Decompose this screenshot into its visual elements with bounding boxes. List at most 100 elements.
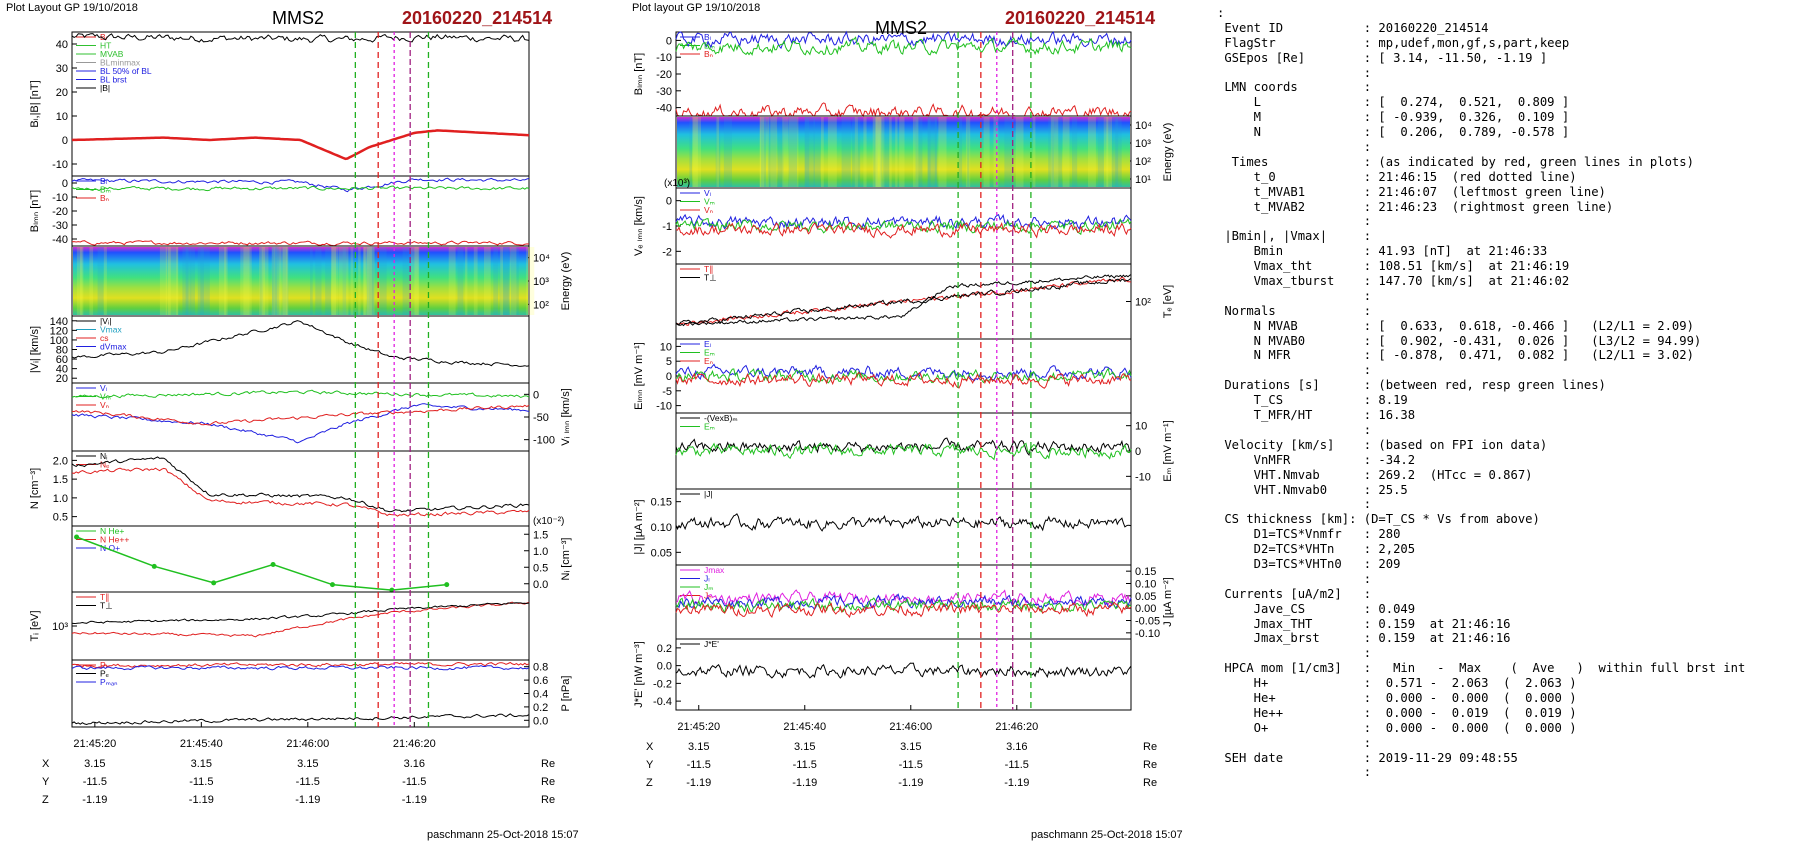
legend-entry: Bₘ bbox=[100, 185, 112, 195]
ephem-value: -1.19 bbox=[82, 794, 107, 806]
series-line bbox=[76, 536, 447, 591]
heatmap-streak bbox=[89, 247, 94, 315]
y-tick-label: 1.0 bbox=[533, 546, 548, 558]
info-line: t_0 : 21:46:15 (red dotted line) bbox=[1217, 169, 1577, 184]
heatmap-streak bbox=[503, 247, 510, 315]
series-line bbox=[71, 665, 530, 671]
heatmap-streak bbox=[282, 247, 289, 315]
info-line: t_MVAB2 : 21:46:23 (rightmost green line… bbox=[1217, 199, 1614, 214]
y-tick-label: 0.0 bbox=[533, 579, 548, 591]
heatmap-streak bbox=[271, 247, 275, 315]
legend-entry: Vmax bbox=[100, 325, 122, 335]
info-line: : bbox=[1217, 65, 1372, 80]
legend-entry: N O+ bbox=[100, 543, 120, 553]
heatmap-streak bbox=[493, 247, 499, 315]
y-tick-label: 0.6 bbox=[533, 675, 548, 687]
info-line: Jmax_brst : 0.159 at 21:46:16 bbox=[1217, 631, 1511, 646]
info-line: : bbox=[1217, 363, 1372, 378]
legend-entry: T∥ bbox=[100, 592, 109, 602]
x-tick-label: 21:45:20 bbox=[73, 738, 116, 750]
info-line: D1=TCS*Vnmfr : 280 bbox=[1217, 527, 1401, 542]
panel-frame bbox=[71, 525, 530, 593]
heatmap-streak bbox=[509, 247, 517, 315]
ephem-value: 3.15 bbox=[84, 758, 105, 770]
heatmap-streak bbox=[103, 247, 107, 315]
y-tick-label: -10 bbox=[52, 192, 68, 204]
legend-entry: dVmax bbox=[100, 342, 127, 352]
series-line bbox=[71, 403, 530, 444]
mid-footer: paschmann 25-Oct-2018 15:07 bbox=[1031, 829, 1183, 841]
y-tick-label: 0 bbox=[62, 178, 68, 190]
y-tick-label: -50 bbox=[533, 412, 549, 424]
ephem-value: -1.19 bbox=[189, 794, 214, 806]
y-tick-label: -20 bbox=[52, 206, 68, 218]
y-axis-label: Bₗ,|B| [nT] bbox=[29, 80, 41, 127]
y-tick-label: 0 bbox=[62, 135, 68, 147]
left-plot-header: Plot Layout GP 19/10/2018 bbox=[6, 2, 138, 14]
mid-plot-header: Plot layout GP 19/10/2018 bbox=[632, 2, 761, 14]
info-line: T_CS : 8.19 bbox=[1217, 393, 1408, 408]
x-tick-label: 21:45:40 bbox=[180, 738, 223, 750]
legend-entry: Pₑ bbox=[100, 669, 109, 679]
heatmap-streak bbox=[197, 247, 204, 315]
heatmap-streak bbox=[325, 247, 331, 315]
info-line: N MVAB : [ 0.633, 0.618, -0.466 ] (L2/L1… bbox=[1217, 318, 1694, 333]
info-line: Jmax_THT : 0.159 at 21:46:16 bbox=[1217, 616, 1511, 631]
y-tick-label: 120 bbox=[50, 325, 68, 337]
heatmap-streak bbox=[310, 247, 313, 315]
series-point bbox=[270, 562, 276, 567]
y-tick-label: 0.2 bbox=[533, 702, 548, 714]
heatmap-streak bbox=[80, 247, 83, 315]
heatmap-streak bbox=[218, 247, 228, 315]
left-panel-7: 10³ Tᵢ [eV] T∥T⊥ bbox=[29, 591, 530, 661]
y-tick-label: 0.5 bbox=[53, 512, 68, 524]
series-line bbox=[71, 456, 530, 513]
info-line: |Bmin|, |Vmax| : bbox=[1217, 229, 1372, 244]
heatmap-streak bbox=[190, 247, 195, 315]
heatmap-streak bbox=[315, 247, 322, 315]
info-line: VHT.Nmvab0 : 25.5 bbox=[1217, 482, 1408, 497]
heatmap-streak bbox=[271, 247, 280, 315]
series-point bbox=[444, 582, 450, 588]
y-tick-label: 1.5 bbox=[533, 529, 548, 541]
ephem-value: -11.5 bbox=[402, 776, 426, 788]
heatmap-streak bbox=[259, 247, 264, 315]
info-line: : bbox=[1217, 735, 1372, 750]
heatmap-streak bbox=[410, 247, 420, 315]
y-tick-label: 20 bbox=[56, 87, 68, 99]
heatmap-streak bbox=[484, 247, 491, 315]
y-tick-label: -100 bbox=[533, 435, 555, 447]
panel-frame bbox=[71, 591, 530, 661]
heatmap-streak bbox=[499, 247, 509, 315]
x-tick-label: 21:46:20 bbox=[393, 738, 436, 750]
info-line: He+ : 0.000 - 0.000 ( 0.000 ) bbox=[1217, 690, 1577, 705]
y-tick-label: 30 bbox=[56, 63, 68, 75]
ephem-unit: Re bbox=[541, 794, 555, 806]
panel-frame bbox=[71, 315, 530, 384]
y-tick-label: -10 bbox=[52, 159, 68, 171]
y-tick-label: 10³ bbox=[533, 276, 549, 288]
legend-entry: Vₙ bbox=[100, 400, 110, 410]
series-line bbox=[71, 177, 530, 193]
info-line: O+ : 0.000 - 0.000 ( 0.000 ) bbox=[1217, 720, 1577, 735]
heatmap-streak bbox=[338, 247, 349, 315]
y-axis-label: Vᵢ ₗₘₙ [km/s] bbox=[560, 388, 572, 446]
heatmap-streak bbox=[272, 247, 278, 315]
y-tick-label: 20 bbox=[56, 373, 68, 385]
legend-entry: MVAB bbox=[100, 49, 124, 59]
info-line: : bbox=[1217, 497, 1372, 512]
ephem-label: X bbox=[42, 758, 50, 770]
series-line bbox=[71, 129, 530, 161]
legend-entry: Bₙ bbox=[100, 193, 110, 203]
legend-entry: Nᵢ bbox=[100, 451, 107, 461]
y-tick-label: 40 bbox=[56, 364, 68, 376]
y-axis-label: Tᵢ [eV] bbox=[29, 610, 41, 641]
heatmap-streak bbox=[168, 247, 178, 315]
legend-entry: BL 50% of BL bbox=[100, 66, 152, 76]
series-line bbox=[71, 389, 530, 399]
info-line: FlagStr : mp,udef,mon,gf,s,part,keep bbox=[1217, 35, 1570, 50]
heatmap-streak bbox=[366, 247, 375, 315]
y-tick-label: 1.5 bbox=[53, 474, 68, 486]
scale-label: (x10⁻²) bbox=[533, 516, 564, 527]
